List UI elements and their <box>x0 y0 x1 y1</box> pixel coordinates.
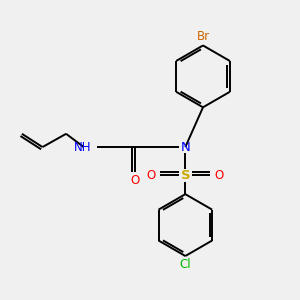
Text: S: S <box>181 169 190 182</box>
Text: N: N <box>181 141 190 154</box>
Text: Cl: Cl <box>179 258 191 272</box>
Text: NH: NH <box>74 141 92 154</box>
Text: O: O <box>215 169 224 182</box>
Text: O: O <box>147 169 156 182</box>
Text: O: O <box>131 174 140 188</box>
Text: Br: Br <box>196 30 210 43</box>
